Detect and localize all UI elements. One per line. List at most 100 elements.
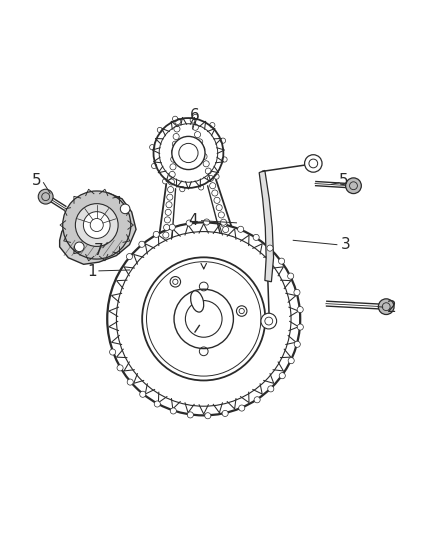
Circle shape: [170, 277, 180, 287]
Circle shape: [304, 155, 322, 172]
Circle shape: [198, 185, 204, 190]
Circle shape: [174, 289, 233, 349]
Circle shape: [186, 220, 192, 226]
Circle shape: [239, 405, 245, 411]
Circle shape: [169, 224, 175, 230]
Circle shape: [208, 175, 214, 181]
Circle shape: [238, 226, 244, 232]
Circle shape: [170, 164, 176, 170]
Circle shape: [214, 174, 219, 179]
Text: 5: 5: [32, 173, 41, 188]
Circle shape: [297, 324, 304, 330]
Ellipse shape: [191, 291, 204, 312]
Circle shape: [216, 205, 222, 211]
Circle shape: [221, 221, 227, 227]
Circle shape: [212, 190, 218, 196]
Circle shape: [139, 241, 145, 247]
Circle shape: [222, 410, 228, 416]
Circle shape: [237, 306, 247, 316]
Circle shape: [151, 116, 226, 190]
Circle shape: [166, 201, 172, 208]
Circle shape: [180, 187, 185, 192]
Circle shape: [261, 313, 277, 329]
Circle shape: [140, 391, 146, 397]
Circle shape: [346, 178, 361, 193]
Text: 4: 4: [188, 213, 198, 228]
Circle shape: [254, 397, 260, 403]
Polygon shape: [60, 193, 136, 264]
Circle shape: [167, 194, 173, 200]
Circle shape: [172, 149, 178, 155]
Circle shape: [201, 154, 207, 159]
Circle shape: [199, 146, 205, 152]
Circle shape: [152, 163, 157, 168]
Circle shape: [203, 161, 209, 167]
Circle shape: [63, 191, 131, 259]
Circle shape: [172, 136, 205, 169]
Circle shape: [163, 232, 169, 238]
Circle shape: [214, 197, 220, 204]
Circle shape: [210, 183, 216, 189]
Circle shape: [157, 127, 162, 133]
Circle shape: [163, 224, 170, 231]
Circle shape: [288, 273, 294, 279]
Circle shape: [38, 189, 53, 204]
Circle shape: [127, 254, 133, 260]
Circle shape: [193, 115, 198, 119]
Circle shape: [294, 289, 300, 295]
Circle shape: [150, 144, 155, 150]
Circle shape: [169, 172, 175, 177]
Circle shape: [205, 168, 212, 174]
Circle shape: [175, 118, 181, 124]
Circle shape: [279, 258, 285, 264]
Circle shape: [223, 227, 229, 232]
Circle shape: [120, 204, 130, 214]
Text: 6: 6: [190, 108, 200, 123]
Circle shape: [110, 349, 116, 355]
Circle shape: [173, 133, 179, 140]
Circle shape: [162, 179, 168, 184]
Circle shape: [174, 126, 180, 132]
Circle shape: [288, 358, 294, 364]
Text: 3: 3: [341, 237, 350, 252]
Circle shape: [153, 231, 159, 237]
Circle shape: [83, 212, 110, 238]
Circle shape: [197, 139, 203, 145]
Circle shape: [190, 117, 196, 123]
Circle shape: [294, 341, 300, 348]
Text: 1: 1: [88, 264, 97, 279]
Circle shape: [222, 157, 227, 162]
Circle shape: [172, 141, 178, 147]
Circle shape: [74, 242, 84, 252]
Circle shape: [187, 412, 194, 418]
Circle shape: [75, 204, 118, 246]
Circle shape: [167, 187, 173, 192]
Circle shape: [171, 156, 177, 163]
Text: 7: 7: [94, 243, 104, 258]
Circle shape: [220, 138, 226, 143]
Circle shape: [205, 413, 211, 419]
Circle shape: [170, 408, 177, 414]
Circle shape: [378, 299, 394, 314]
Circle shape: [142, 257, 265, 381]
Circle shape: [204, 219, 210, 225]
Circle shape: [164, 217, 170, 223]
Text: 5: 5: [339, 173, 348, 188]
Circle shape: [165, 209, 171, 215]
Circle shape: [106, 222, 301, 416]
Circle shape: [279, 373, 285, 379]
Circle shape: [194, 132, 201, 138]
Circle shape: [253, 235, 259, 240]
Circle shape: [210, 123, 215, 128]
Circle shape: [192, 124, 198, 131]
Circle shape: [127, 379, 133, 385]
Polygon shape: [259, 171, 274, 282]
Circle shape: [154, 401, 160, 407]
Circle shape: [173, 116, 178, 122]
Circle shape: [218, 212, 224, 218]
Circle shape: [220, 219, 226, 225]
Circle shape: [267, 245, 273, 251]
Circle shape: [117, 365, 123, 371]
Circle shape: [297, 306, 303, 313]
Circle shape: [168, 179, 174, 185]
